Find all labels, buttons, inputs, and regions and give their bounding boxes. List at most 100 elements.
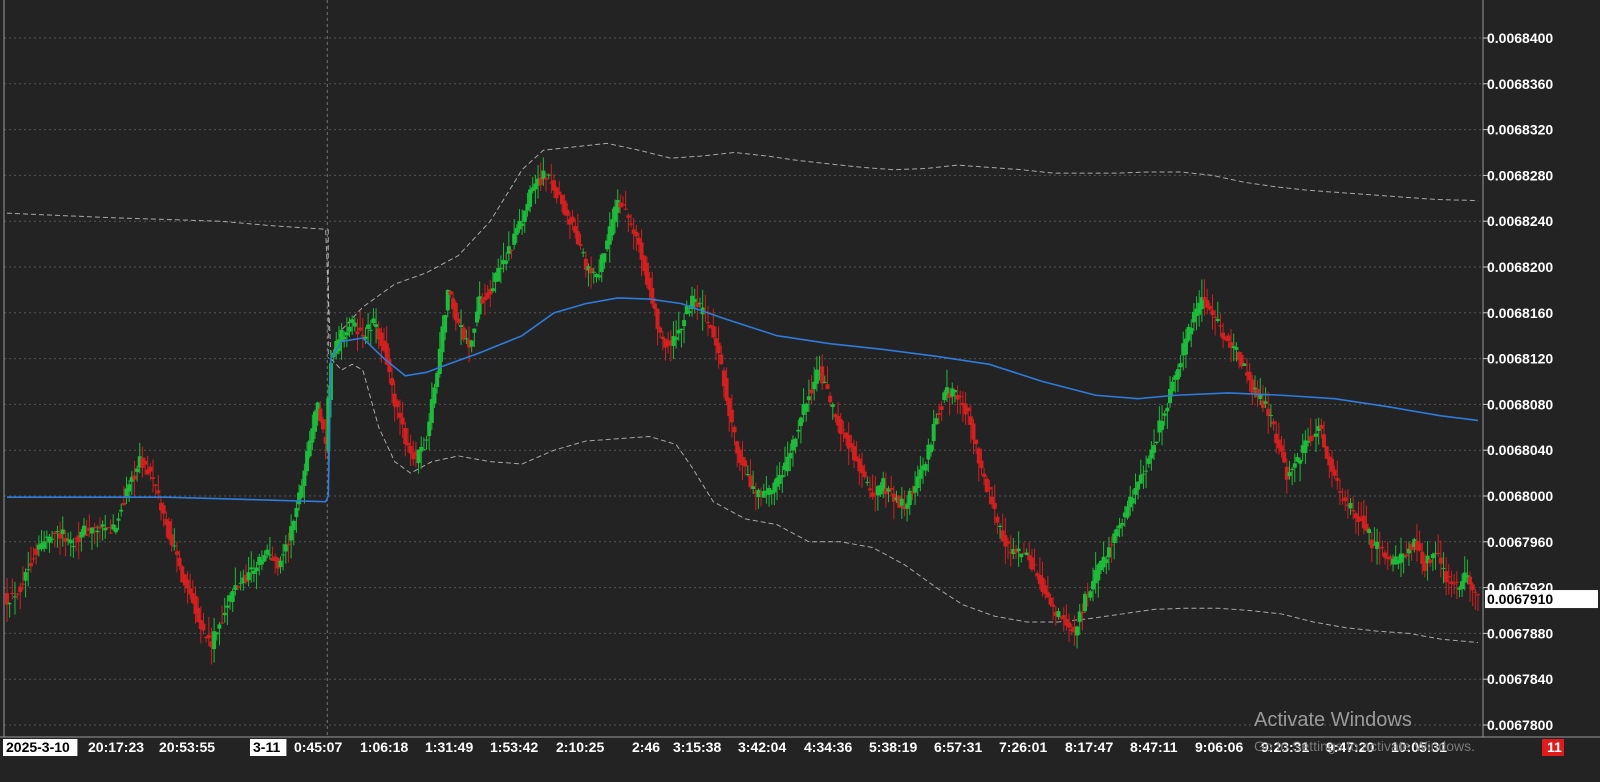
candle-up[interactable]	[1083, 593, 1088, 612]
candle-down[interactable]	[1247, 371, 1252, 381]
candle-down[interactable]	[480, 299, 485, 304]
candle-up[interactable]	[1298, 460, 1303, 464]
candle-up[interactable]	[1465, 575, 1470, 578]
candle-up[interactable]	[68, 539, 73, 544]
candle-down[interactable]	[1420, 551, 1425, 564]
candle-down[interactable]	[485, 292, 490, 299]
candle-down[interactable]	[573, 226, 578, 233]
candle-down[interactable]	[1003, 535, 1008, 547]
candle-down[interactable]	[405, 442, 410, 446]
candle-up[interactable]	[421, 449, 426, 451]
candle-up[interactable]	[756, 489, 761, 498]
candle-down[interactable]	[1345, 504, 1350, 507]
candle-down[interactable]	[209, 641, 214, 648]
candle-up[interactable]	[1170, 381, 1175, 392]
candle-down[interactable]	[666, 341, 671, 346]
candle-down[interactable]	[323, 436, 328, 444]
candle-up[interactable]	[1430, 554, 1435, 559]
candle-down[interactable]	[28, 563, 33, 567]
candle-down[interactable]	[910, 492, 915, 494]
candle-down[interactable]	[857, 458, 862, 472]
candle-down[interactable]	[634, 231, 639, 237]
candle-down[interactable]	[1051, 604, 1056, 607]
candle-up[interactable]	[222, 612, 227, 616]
candle-down[interactable]	[1035, 573, 1040, 577]
candle-up[interactable]	[1252, 387, 1257, 390]
candle-down[interactable]	[1324, 446, 1329, 459]
candle-down[interactable]	[1409, 543, 1414, 551]
candle-up[interactable]	[698, 303, 703, 305]
candle-up[interactable]	[1112, 533, 1117, 543]
candle-up[interactable]	[907, 490, 912, 506]
candle-up[interactable]	[437, 348, 442, 375]
candle-down[interactable]	[360, 334, 365, 337]
candle-up[interactable]	[1242, 363, 1247, 366]
candle-down[interactable]	[883, 488, 888, 495]
candle-up[interactable]	[790, 439, 795, 451]
candle-up[interactable]	[530, 187, 535, 192]
candle-down[interactable]	[1064, 618, 1069, 626]
candle-up[interactable]	[82, 525, 87, 536]
candle-up[interactable]	[1016, 548, 1021, 552]
candle-up[interactable]	[1122, 512, 1127, 518]
candle-down[interactable]	[273, 556, 278, 562]
candle-down[interactable]	[188, 588, 193, 595]
candle-up[interactable]	[536, 178, 541, 186]
candle-down[interactable]	[565, 209, 570, 216]
candle-up[interactable]	[1231, 346, 1236, 349]
candle-down[interactable]	[1335, 478, 1340, 481]
candle-down[interactable]	[196, 607, 201, 622]
candle-up[interactable]	[79, 531, 84, 538]
candle-up[interactable]	[459, 325, 464, 328]
candle-down[interactable]	[650, 287, 655, 304]
candle-up[interactable]	[477, 296, 482, 315]
candle-up[interactable]	[326, 398, 331, 451]
candle-up[interactable]	[1191, 311, 1196, 323]
candle-down[interactable]	[1008, 551, 1013, 553]
candle-up[interactable]	[796, 429, 801, 432]
candle-down[interactable]	[1237, 352, 1242, 361]
candle-down[interactable]	[663, 338, 668, 348]
candle-down[interactable]	[1476, 594, 1480, 596]
candle-down[interactable]	[713, 338, 718, 346]
candle-up[interactable]	[615, 199, 620, 213]
candle-down[interactable]	[1385, 556, 1390, 560]
candle-up[interactable]	[546, 174, 551, 176]
candle-up[interactable]	[745, 474, 750, 476]
candle-down[interactable]	[1329, 458, 1334, 472]
candle-down[interactable]	[753, 491, 758, 494]
candle-up[interactable]	[1372, 544, 1377, 546]
candle-up[interactable]	[772, 482, 777, 493]
candle-up[interactable]	[299, 485, 304, 498]
candle-up[interactable]	[952, 390, 957, 393]
candle-down[interactable]	[121, 502, 126, 506]
candle-up[interactable]	[944, 387, 949, 396]
candle-down[interactable]	[1446, 576, 1451, 578]
candle-up[interactable]	[44, 536, 49, 538]
candle-down[interactable]	[549, 182, 554, 184]
candle-down[interactable]	[658, 327, 663, 333]
candle-down[interactable]	[1473, 591, 1478, 593]
candle-up[interactable]	[1425, 555, 1430, 564]
candle-up[interactable]	[124, 488, 129, 497]
candle-up[interactable]	[522, 210, 527, 223]
candle-down[interactable]	[34, 548, 39, 555]
candle-up[interactable]	[875, 486, 880, 496]
candle-down[interactable]	[1319, 424, 1324, 430]
candle-up[interactable]	[1183, 338, 1188, 355]
candle-down[interactable]	[63, 537, 68, 542]
candle-down[interactable]	[1072, 626, 1077, 633]
candle-down[interactable]	[1351, 509, 1356, 512]
candle-up[interactable]	[586, 266, 591, 271]
candle-down[interactable]	[748, 475, 753, 488]
candle-up[interactable]	[682, 320, 687, 327]
candle-up[interactable]	[71, 546, 76, 548]
candle-up[interactable]	[416, 449, 421, 463]
candle-down[interactable]	[1027, 555, 1032, 561]
candle-down[interactable]	[844, 432, 849, 439]
candle-down[interactable]	[270, 557, 275, 561]
candle-up[interactable]	[281, 554, 286, 556]
candle-down[interactable]	[395, 400, 400, 408]
candle-down[interactable]	[862, 471, 867, 478]
candle-down[interactable]	[1356, 516, 1361, 522]
